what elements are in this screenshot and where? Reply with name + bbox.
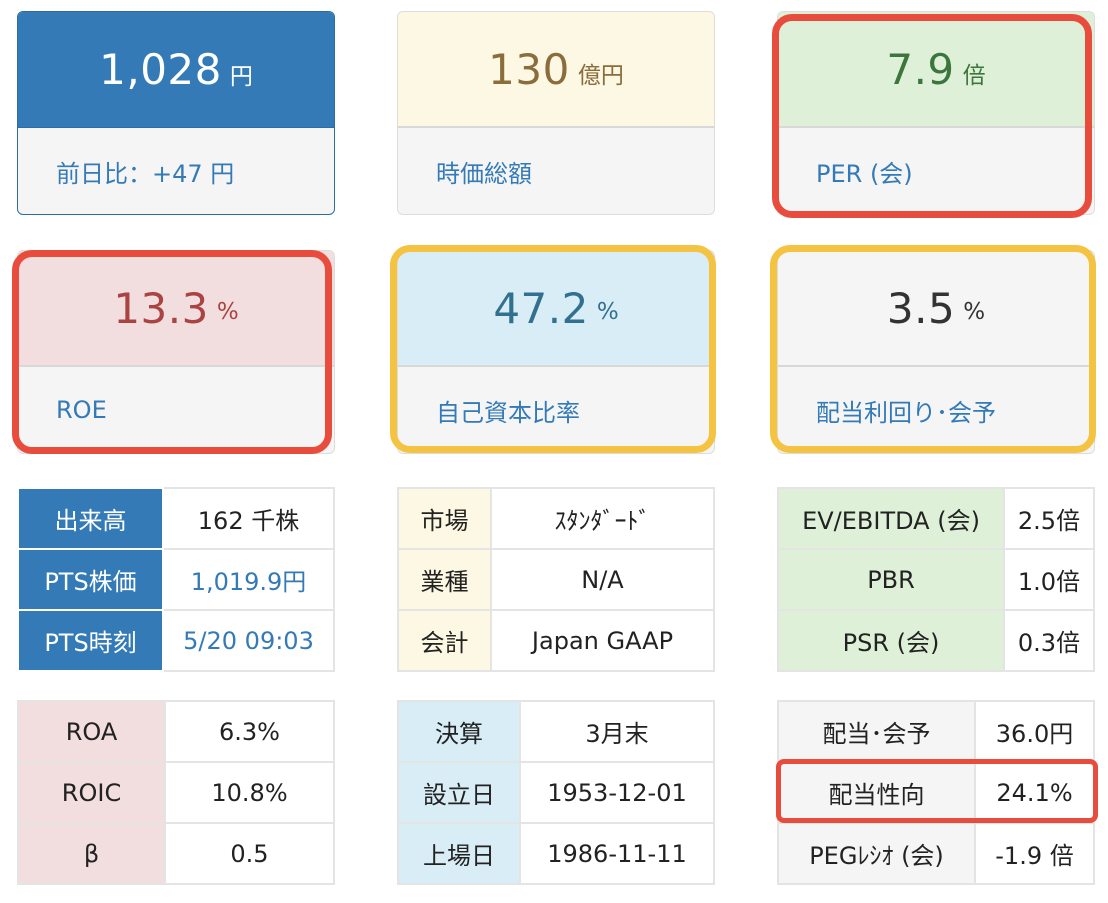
- company-table: 決算 3月末 設立日 1953-12-01 上場日 1986-11-11: [397, 700, 715, 885]
- founded-key: 設立日: [397, 761, 521, 824]
- beta-key: β: [17, 822, 166, 885]
- table-row: PBR 1.0倍: [777, 548, 1095, 611]
- market-cap-value-area: 130 億円: [398, 12, 714, 128]
- roa-value: 6.3%: [164, 700, 335, 763]
- table-row: 設立日 1953-12-01: [397, 761, 715, 824]
- listed-key: 上場日: [397, 822, 521, 885]
- dividend-value: 36.0円: [974, 700, 1095, 763]
- trading-table: 出来高 162 千株 PTS株価 1,019.9円 PTS時刻 5/20 09:…: [17, 487, 335, 672]
- psr-value: 0.3倍: [1003, 609, 1095, 672]
- price-value: 1,028: [99, 45, 222, 94]
- fiscal-year-key: 決算: [397, 700, 521, 763]
- pbr-key: PBR: [777, 548, 1005, 611]
- volume-value: 162 千株: [162, 487, 335, 550]
- equity-ratio-unit: %: [596, 299, 619, 325]
- dividend-yield-value-area: 3.5 %: [778, 251, 1094, 367]
- table-row: 配当･会予 36.0円: [777, 700, 1095, 763]
- table-row: β 0.5: [17, 822, 335, 885]
- ev-ebitda-value: 2.5倍: [1003, 487, 1095, 550]
- roe-value: 13.3: [113, 283, 209, 333]
- founded-value: 1953-12-01: [519, 761, 715, 824]
- market-table: 市場 ｽﾀﾝﾀﾞｰﾄﾞ 業種 N/A 会計 Japan GAAP: [397, 487, 715, 672]
- market-cap-card: 130 億円 時価総額: [397, 11, 715, 215]
- market-cap-unit: 億円: [577, 63, 624, 89]
- table-row: 決算 3月末: [397, 700, 715, 763]
- pts-price-key: PTS株価: [17, 548, 164, 611]
- table-row: 上場日 1986-11-11: [397, 822, 715, 885]
- roe-card: 13.3 % ROE: [17, 250, 335, 454]
- payout-ratio-key: 配当性向: [777, 761, 976, 824]
- table-row: 配当性向 24.1%: [777, 761, 1095, 824]
- valuation-table: EV/EBITDA (会) 2.5倍 PBR 1.0倍 PSR (会) 0.3倍: [777, 487, 1095, 672]
- price-unit: 円: [229, 63, 253, 90]
- equity-ratio-value-area: 47.2 %: [398, 251, 714, 367]
- beta-value: 0.5: [164, 822, 335, 885]
- table-row: 会計 Japan GAAP: [397, 609, 715, 672]
- psr-key: PSR (会): [777, 609, 1005, 672]
- market-cap-label[interactable]: 時価総額: [436, 159, 532, 188]
- dividend-yield-label[interactable]: 配当利回り･会予: [816, 398, 996, 427]
- per-unit: 倍: [962, 63, 986, 89]
- table-row: ROA 6.3%: [17, 700, 335, 763]
- table-row: 業種 N/A: [397, 548, 715, 611]
- ev-ebitda-key: EV/EBITDA (会): [777, 487, 1005, 550]
- pts-time-key: PTS時刻: [17, 609, 164, 672]
- peg-ratio-value: -1.9 倍: [974, 822, 1095, 885]
- industry-key: 業種: [397, 548, 492, 611]
- accounting-value: Japan GAAP: [490, 609, 715, 672]
- payout-ratio-value: 24.1%: [974, 761, 1095, 824]
- table-row: PTS株価 1,019.9円: [17, 548, 335, 611]
- roa-key: ROA: [17, 700, 166, 763]
- roe-label[interactable]: ROE: [56, 396, 107, 424]
- accounting-key: 会計: [397, 609, 492, 672]
- table-row: PTS時刻 5/20 09:03: [17, 609, 335, 672]
- pts-price-value[interactable]: 1,019.9円: [162, 548, 335, 611]
- table-row: 市場 ｽﾀﾝﾀﾞｰﾄﾞ: [397, 487, 715, 550]
- peg-ratio-key: PEGﾚｼｵ (会): [777, 822, 976, 885]
- pbr-value: 1.0倍: [1003, 548, 1095, 611]
- returns-table: ROA 6.3% ROIC 10.8% β 0.5: [17, 700, 335, 885]
- table-row: 出来高 162 千株: [17, 487, 335, 550]
- volume-key: 出来高: [17, 487, 164, 550]
- table-row: EV/EBITDA (会) 2.5倍: [777, 487, 1095, 550]
- per-value: 7.9: [886, 44, 955, 94]
- listed-value: 1986-11-11: [519, 822, 715, 885]
- equity-ratio-value: 47.2: [493, 283, 589, 333]
- roe-value-area: 13.3 %: [18, 251, 334, 367]
- price-value-area: 1,028 円: [18, 12, 334, 128]
- dividend-key: 配当･会予: [777, 700, 976, 763]
- industry-value: N/A: [490, 548, 715, 611]
- dividend-yield-unit: %: [963, 299, 986, 325]
- table-row: ROIC 10.8%: [17, 761, 335, 824]
- fiscal-year-value: 3月末: [519, 700, 715, 763]
- pts-time-value[interactable]: 5/20 09:03: [162, 609, 335, 672]
- roe-unit: %: [216, 299, 239, 325]
- per-card: 7.9 倍 PER (会): [777, 11, 1095, 215]
- table-row: PEGﾚｼｵ (会) -1.9 倍: [777, 822, 1095, 885]
- market-cap-value: 130: [488, 44, 570, 94]
- per-label[interactable]: PER (会): [816, 159, 913, 188]
- price-card: 1,028 円 前日比：+47 円: [17, 11, 335, 215]
- market-value: ｽﾀﾝﾀﾞｰﾄﾞ: [490, 487, 715, 550]
- market-key: 市場: [397, 487, 492, 550]
- equity-ratio-card: 47.2 % 自己資本比率: [397, 250, 715, 454]
- price-change-label: 前日比：+47 円: [56, 159, 235, 188]
- dividend-yield-value: 3.5: [886, 283, 956, 333]
- table-row: PSR (会) 0.3倍: [777, 609, 1095, 672]
- roic-key: ROIC: [17, 761, 166, 824]
- dividend-table: 配当･会予 36.0円 配当性向 24.1% PEGﾚｼｵ (会) -1.9 倍: [777, 700, 1095, 885]
- per-value-area: 7.9 倍: [778, 12, 1094, 128]
- equity-ratio-label[interactable]: 自己資本比率: [436, 398, 580, 427]
- roic-value: 10.8%: [164, 761, 335, 824]
- dividend-yield-card: 3.5 % 配当利回り･会予: [777, 250, 1095, 454]
